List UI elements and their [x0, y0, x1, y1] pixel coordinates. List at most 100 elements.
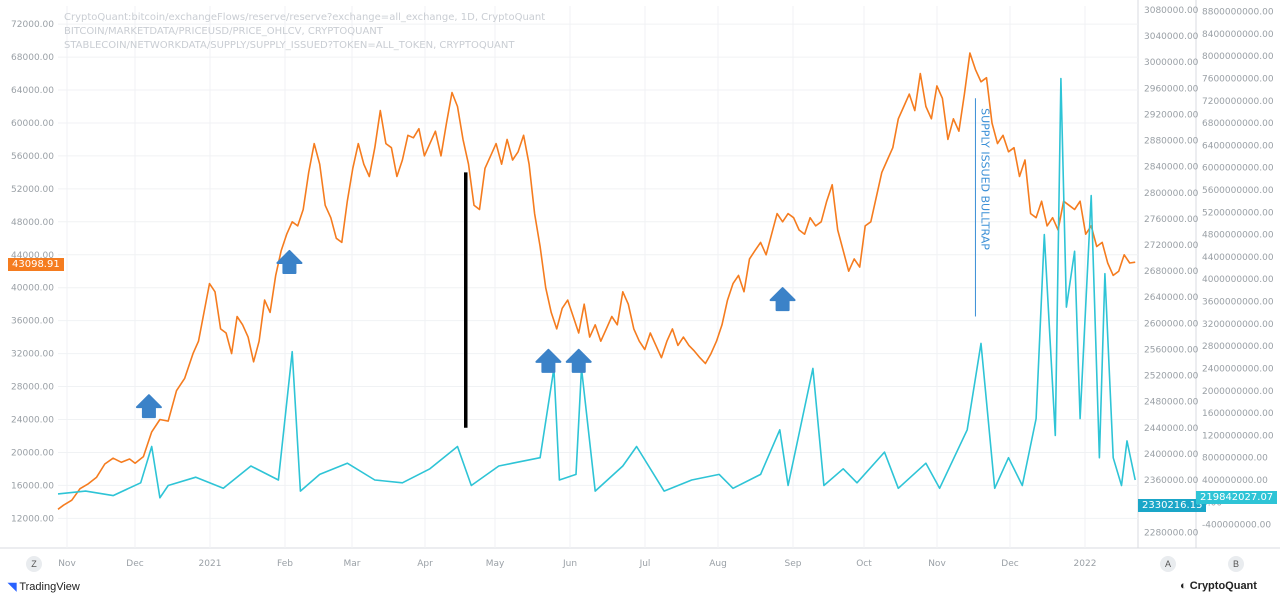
time-tick-label: Jul: [639, 559, 651, 569]
right-b-tick-label: 400000000.00: [1202, 476, 1268, 486]
current-price-tag: 43098.91: [8, 258, 64, 271]
left-tick-label: 40000.00: [11, 284, 54, 294]
left-tick-label: 24000.00: [11, 416, 54, 426]
up-arrow-icon: [769, 287, 796, 312]
up-arrow-shape: [565, 348, 592, 373]
right-a-tick-label: 2480000.00: [1144, 398, 1199, 408]
left-price-axis[interactable]: 12000.00 16000.00 20000.00 24000.00 28000.00…: [11, 20, 54, 524]
annotations-layer: SUPPLY ISSUED BULLTRAP: [135, 98, 991, 428]
time-tick-label: 2022: [1074, 559, 1097, 569]
up-arrow-shape: [135, 394, 162, 419]
tradingview-label: TradingView: [19, 581, 80, 593]
right-b-tick-label: 3600000000.00: [1202, 298, 1274, 308]
right-a-tick-label: 2960000.00: [1144, 84, 1199, 94]
right-a-tick-label: 3040000.00: [1144, 32, 1199, 42]
time-tick-label: 2021: [199, 559, 222, 569]
time-tick-label: Dec: [126, 559, 143, 569]
left-scale-button[interactable]: Z: [26, 556, 42, 572]
tradingview-logo[interactable]: ◥ TradingView: [8, 580, 80, 593]
current-supply-tag: 219842027.07: [1196, 491, 1278, 504]
time-axis[interactable]: Nov Dec 2021 Feb Mar Apr May Jun Jul Aug Sep Oct Nov…: [58, 559, 1096, 569]
up-arrow-shape: [769, 287, 796, 312]
time-tick-label: May: [486, 559, 505, 569]
right-a-tick-label: 2840000.00: [1144, 163, 1199, 173]
right-b-tick-label: 1600000000.00: [1202, 409, 1274, 419]
time-tick-label: Feb: [277, 559, 293, 569]
right-scale-b-button[interactable]: B: [1228, 556, 1244, 572]
right-b-tick-label: 5200000000.00: [1202, 208, 1274, 218]
left-tick-label: 28000.00: [11, 383, 54, 393]
right-b-tick-label: 7600000000.00: [1202, 74, 1274, 84]
left-tick-label: 16000.00: [11, 481, 54, 491]
current-reserve-tag: 2330216.15: [1138, 499, 1207, 512]
right-b-tick-label: -400000000.00: [1202, 521, 1271, 531]
right-a-tick-label: 3000000.00: [1144, 58, 1199, 68]
right-b-tick-label: 2000000000.00: [1202, 387, 1274, 397]
time-tick-label: Oct: [856, 559, 872, 569]
bulltrap-annotation-text: SUPPLY ISSUED BULLTRAP: [978, 108, 991, 250]
cryptoquant-icon: ◐: [1180, 580, 1187, 592]
right-a-tick-label: 2400000.00: [1144, 450, 1199, 460]
up-arrow-icon: [565, 348, 592, 373]
left-tick-label: 68000.00: [11, 53, 54, 63]
time-tick-label: Sep: [785, 559, 802, 569]
series-layer: [57, 52, 1136, 510]
time-tick-label: Nov: [928, 559, 946, 569]
right-a-tick-label: 2760000.00: [1144, 215, 1199, 225]
left-tick-label: 60000.00: [11, 119, 54, 129]
right-b-tick-label: 6400000000.00: [1202, 141, 1274, 151]
legend-line-price: BITCOIN/MARKETDATA/PRICEUSD/PRICE_OHLCV,…: [64, 26, 383, 37]
right-b-tick-label: 8800000000.00: [1202, 8, 1274, 18]
tradingview-icon: ◥: [8, 581, 17, 593]
left-tick-label: 12000.00: [11, 514, 54, 524]
right-b-tick-label: 6000000000.00: [1202, 164, 1274, 174]
right-b-tick-label: 2800000000.00: [1202, 342, 1274, 352]
legend-line-reserve: CryptoQuant:bitcoin/exchangeFlows/reserv…: [64, 12, 546, 23]
left-tick-label: 48000.00: [11, 218, 54, 228]
right-b-tick-label: 6800000000.00: [1202, 119, 1274, 129]
time-tick-label: Nov: [58, 559, 76, 569]
right-axis-a[interactable]: 2280000.002320000.002360000.002400000.00…: [1144, 6, 1199, 538]
price-series-line: [57, 52, 1136, 510]
time-tick-label: Dec: [1001, 559, 1018, 569]
right-b-tick-label: 5600000000.00: [1202, 186, 1274, 196]
time-tick-label: Aug: [709, 559, 727, 569]
right-b-tick-label: 2400000000.00: [1202, 364, 1274, 374]
right-b-tick-label: 3200000000.00: [1202, 320, 1274, 330]
right-a-tick-label: 3080000.00: [1144, 6, 1199, 16]
right-a-tick-label: 2920000.00: [1144, 110, 1199, 120]
right-b-tick-label: 7200000000.00: [1202, 97, 1274, 107]
right-b-tick-label: 800000000.00: [1202, 454, 1268, 464]
time-tick-label: Jun: [562, 559, 577, 569]
right-a-tick-label: 2880000.00: [1144, 137, 1199, 147]
right-a-tick-label: 2680000.00: [1144, 267, 1199, 277]
up-arrow-shape: [535, 348, 562, 373]
up-arrow-icon: [276, 249, 303, 274]
left-tick-label: 36000.00: [11, 317, 54, 327]
time-tick-label: Apr: [417, 559, 433, 569]
left-tick-label: 44000.00: [11, 251, 54, 261]
right-a-tick-label: 2440000.00: [1144, 424, 1199, 434]
left-tick-label: 32000.00: [11, 350, 54, 360]
right-a-tick-label: 2640000.00: [1144, 293, 1199, 303]
right-a-tick-label: 2360000.00: [1144, 476, 1199, 486]
right-scale-a-button[interactable]: A: [1160, 556, 1176, 572]
right-b-tick-label: 1200000000.00: [1202, 431, 1274, 441]
right-a-tick-label: 2280000.00: [1144, 528, 1199, 538]
time-tick-label: Mar: [344, 559, 361, 569]
right-axis-b[interactable]: -400000000.000.00400000000.00800000000.0…: [1202, 8, 1274, 531]
right-b-tick-label: 4800000000.00: [1202, 231, 1274, 241]
right-b-tick-label: 4400000000.00: [1202, 253, 1274, 263]
supply-series-line: [57, 77, 1136, 499]
up-arrow-icon: [535, 348, 562, 373]
right-a-tick-label: 2520000.00: [1144, 372, 1199, 382]
left-tick-label: 56000.00: [11, 152, 54, 162]
left-tick-label: 72000.00: [11, 20, 54, 30]
right-a-tick-label: 2560000.00: [1144, 345, 1199, 355]
cryptoquant-logo[interactable]: ◐ CryptoQuant: [1180, 580, 1257, 592]
right-a-tick-label: 2800000.00: [1144, 189, 1199, 199]
grid: [0, 0, 1280, 549]
right-a-tick-label: 2600000.00: [1144, 319, 1199, 329]
right-b-tick-label: 8000000000.00: [1202, 52, 1274, 62]
